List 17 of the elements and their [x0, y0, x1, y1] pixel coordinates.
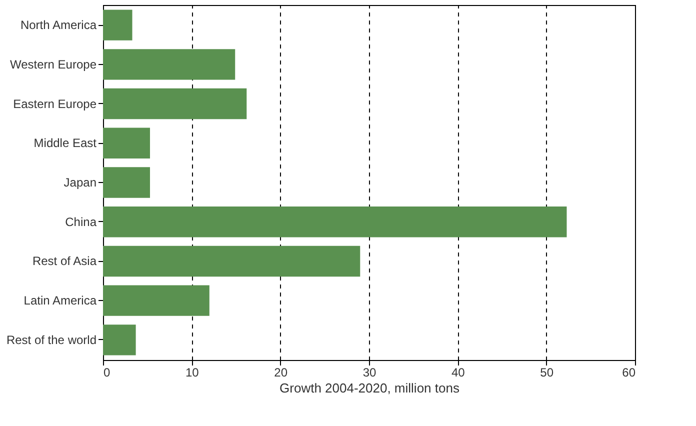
x-tick-label: 30 — [362, 366, 376, 380]
y-tick-label: Latin America — [24, 294, 97, 308]
x-tick-label: 10 — [185, 366, 200, 380]
y-tick-label: Eastern Europe — [13, 96, 97, 111]
y-tick-label: Western Europe — [10, 57, 97, 72]
x-tick-label: 40 — [451, 366, 466, 380]
x-axis-title: Growth 2004-2020, million tons — [280, 380, 460, 396]
x-tick-label: 60 — [622, 366, 636, 380]
y-tick-label: Japan — [64, 176, 96, 190]
y-tick-label: China — [65, 214, 97, 229]
y-tick-label: Rest of Asia — [32, 254, 97, 268]
x-tick-label: 0 — [104, 366, 110, 380]
x-tick-label: 20 — [274, 366, 288, 380]
x-tick-label: 50 — [540, 366, 554, 380]
y-tick-label: Rest of the world — [6, 332, 96, 347]
y-tick-label: Middle East — [34, 136, 98, 150]
y-tick-label: North America — [20, 18, 97, 32]
